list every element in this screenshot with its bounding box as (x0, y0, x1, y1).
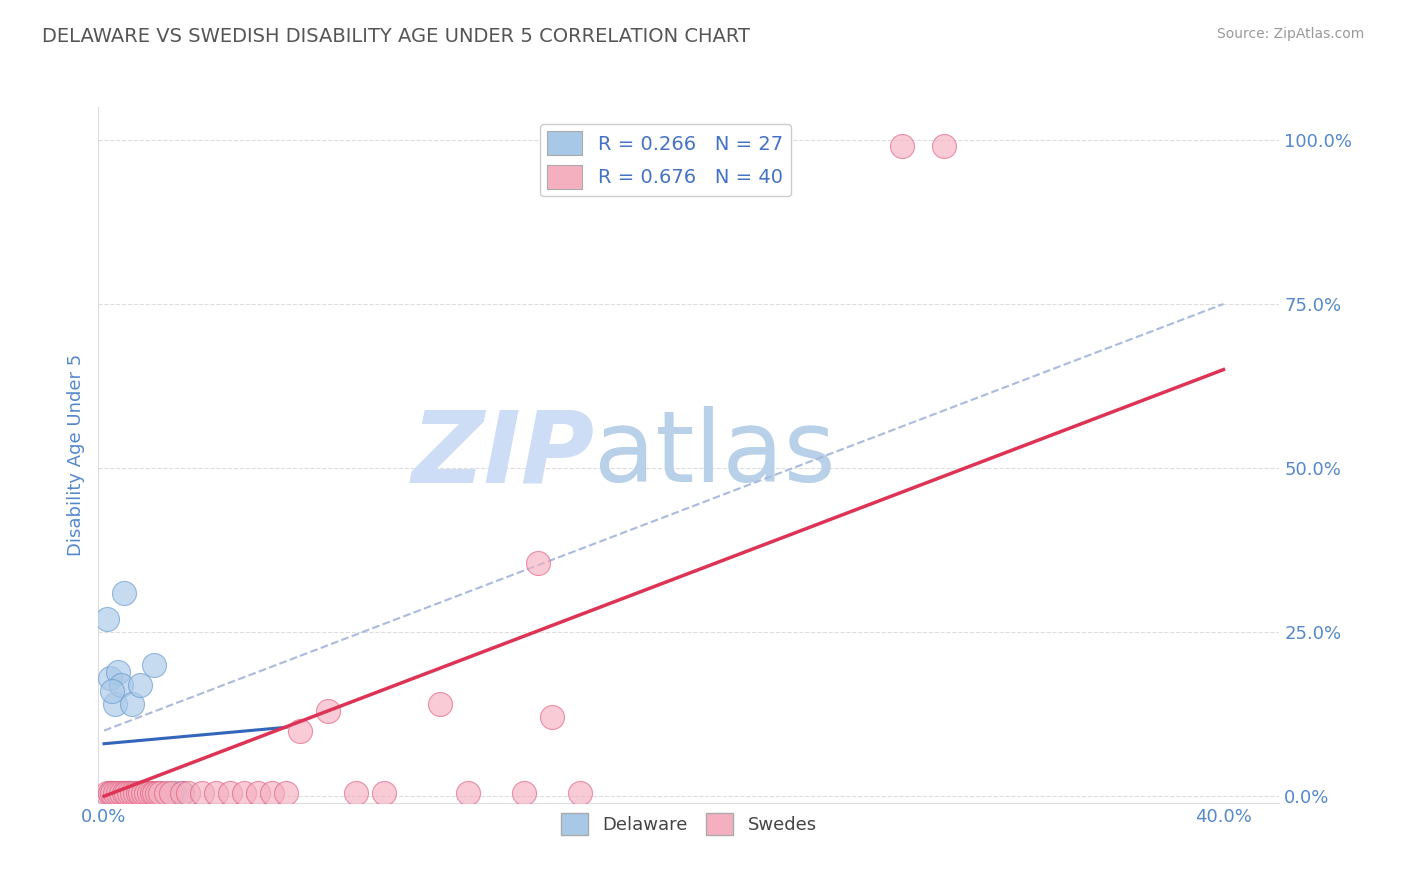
Point (96, 786, 118, 800)
Point (219, 786, 242, 800)
Point (149, 786, 172, 800)
Point (143, 786, 166, 800)
Text: ZIP: ZIP (412, 407, 595, 503)
Point (98, 786, 121, 800)
Point (101, 684, 124, 698)
Point (316, 704, 339, 718)
Point (110, 786, 132, 800)
Point (205, 786, 228, 800)
Point (98, 786, 121, 800)
Point (104, 786, 127, 800)
Point (457, 786, 479, 800)
Legend: Delaware, Swedes: Delaware, Swedes (554, 806, 824, 842)
Point (135, 786, 157, 800)
Point (115, 786, 138, 800)
Point (149, 786, 172, 800)
Point (540, 710, 562, 724)
Point (124, 786, 146, 800)
Point (138, 786, 160, 800)
Text: Source: ZipAtlas.com: Source: ZipAtlas.com (1216, 27, 1364, 41)
Point (172, 786, 194, 800)
Point (104, 786, 127, 800)
Text: DELAWARE VS SWEDISH DISABILITY AGE UNDER 5 CORRELATION CHART: DELAWARE VS SWEDISH DISABILITY AGE UNDER… (42, 27, 751, 45)
Point (191, 786, 214, 800)
Point (344, 786, 367, 800)
Point (513, 786, 536, 800)
Point (110, 678, 132, 692)
Point (890, 139, 912, 153)
Point (155, 786, 177, 800)
Point (107, 665, 129, 679)
Point (146, 786, 169, 800)
Point (129, 786, 152, 800)
Point (127, 786, 149, 800)
Point (429, 698, 451, 712)
Point (141, 786, 163, 800)
Point (110, 786, 132, 800)
Point (373, 786, 395, 800)
Point (101, 786, 124, 800)
Point (138, 786, 160, 800)
Point (246, 786, 269, 800)
Point (288, 723, 311, 738)
Point (101, 786, 124, 800)
Point (163, 786, 186, 800)
Point (527, 556, 550, 570)
Point (121, 786, 143, 800)
Point (107, 786, 129, 800)
Point (107, 786, 129, 800)
Point (233, 786, 256, 800)
Point (115, 786, 138, 800)
Point (121, 698, 143, 712)
Point (112, 786, 135, 800)
Point (118, 786, 141, 800)
Point (568, 786, 591, 800)
Point (124, 786, 146, 800)
Point (932, 139, 955, 153)
Y-axis label: Disability Age Under 5: Disability Age Under 5 (66, 354, 84, 556)
Point (129, 678, 152, 692)
Text: atlas: atlas (595, 407, 837, 503)
Point (127, 786, 149, 800)
Point (177, 786, 200, 800)
Point (104, 698, 127, 712)
Point (118, 786, 141, 800)
Point (160, 786, 183, 800)
Point (129, 786, 152, 800)
Point (98, 671, 121, 685)
Point (143, 657, 166, 672)
Point (121, 786, 143, 800)
Point (132, 786, 155, 800)
Point (96, 612, 118, 626)
Point (112, 786, 135, 800)
Point (112, 586, 135, 600)
Point (135, 786, 157, 800)
Point (172, 786, 194, 800)
Point (274, 786, 297, 800)
Point (260, 786, 283, 800)
